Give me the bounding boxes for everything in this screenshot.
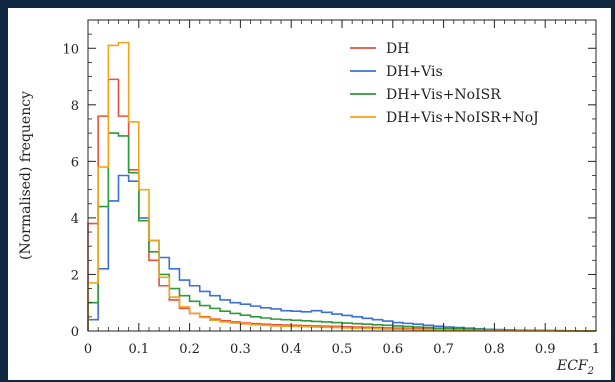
x-tick-label: 0.1 (128, 342, 149, 357)
x-axis-label-main: ECF (556, 358, 589, 374)
x-axis-label: ECF2 (556, 358, 594, 377)
x-tick-label: 0.6 (382, 342, 403, 357)
x-tick-label: 0.3 (230, 342, 251, 357)
chart-frame: 0 0.1 0.2 0.3 0.4 0.5 0.6 0.7 0.8 0.9 1 0 2 4 6 8 10 DH D… (8, 8, 611, 380)
legend-label-2: DH+Vis+NoISR (386, 87, 501, 103)
series-line-1 (87, 174, 597, 332)
series-line-3 (87, 41, 597, 332)
legend-label-0: DH (386, 41, 409, 57)
legend-label-3: DH+Vis+NoISR+NoJ (386, 110, 539, 126)
x-axis-label-subscript: 2 (587, 366, 594, 377)
y-tick-label: 2 (71, 268, 79, 283)
x-tick-label: 0.4 (281, 342, 302, 357)
x-tick-label: 1 (592, 342, 600, 357)
x-tick-label: 0.8 (484, 342, 505, 357)
y-tick-label: 10 (62, 42, 79, 57)
y-tick-label: 8 (71, 99, 79, 114)
series-layer (87, 41, 597, 332)
legend: DH DH+Vis DH+Vis+NoISR DH+Vis+NoISR+NoJ (350, 41, 539, 126)
y-tick-label: 6 (71, 155, 79, 170)
x-tick-label: 0.5 (332, 342, 353, 357)
y-tick-label: 0 (71, 325, 79, 340)
y-axis-label: (Normalised) frequency (18, 91, 34, 260)
series-line-2 (87, 132, 597, 332)
plot-border (87, 19, 597, 332)
x-tick-label: 0.2 (179, 342, 200, 357)
x-tick-label: 0.7 (433, 342, 454, 357)
x-tick-label: 0.9 (535, 342, 556, 357)
x-tick-label: 0 (84, 342, 92, 357)
y-tick-label: 4 (71, 212, 79, 227)
legend-label-1: DH+Vis (386, 64, 443, 80)
